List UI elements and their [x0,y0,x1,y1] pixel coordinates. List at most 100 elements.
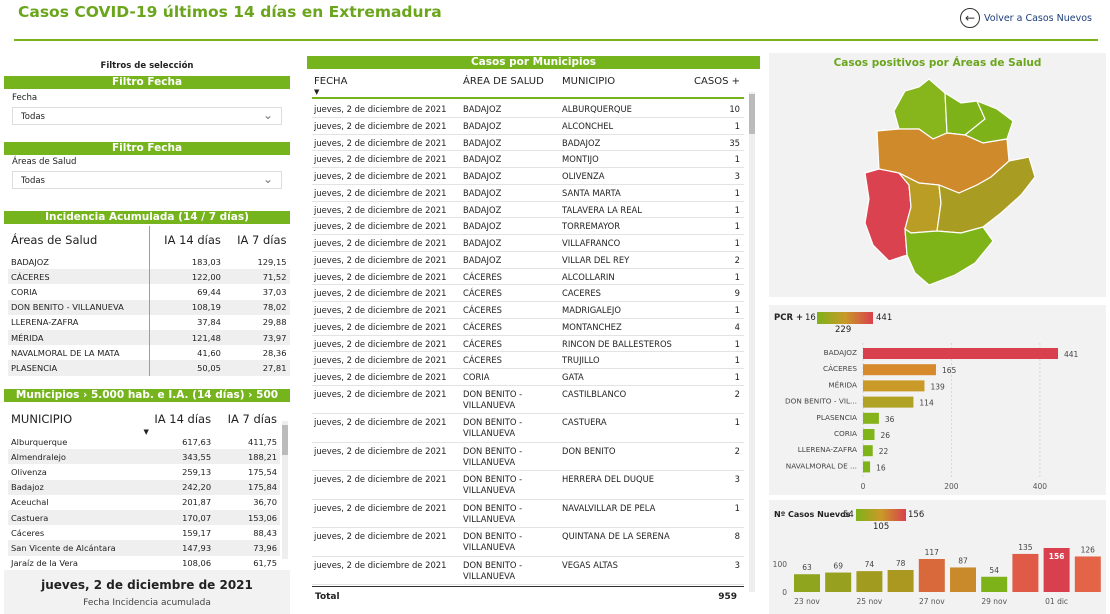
ia7-value: 71,52 [223,269,290,285]
table-row[interactable]: jueves, 2 de diciembre de 2021 CÁCERES MON… [312,319,744,336]
table-row[interactable]: Cáceres 159,17 88,43 [8,525,280,540]
table-row[interactable]: jueves, 2 de diciembre de 2021 BADAJOZ SAN… [312,185,744,202]
table-row[interactable]: PLASENCIA 50,05 27,81 [8,360,290,376]
table-row[interactable]: jueves, 2 de diciembre de 2021 DON BENITO… [312,500,744,529]
table-row[interactable]: jueves, 2 de diciembre de 2021 BADAJOZ ALB… [312,101,744,118]
casos-cell: 35 [729,137,740,148]
back-label[interactable]: Volver a Casos Nuevos [984,12,1092,24]
table-row[interactable]: MÉRIDA 121,48 73,97 [8,329,290,346]
total-label: Total [315,592,340,602]
nuevos-bar[interactable] [950,567,976,592]
area-cell: BADAJOZ [463,137,502,148]
col-header-casos[interactable]: CASOS + [694,76,740,87]
table-row[interactable]: jueves, 2 de diciembre de 2021 CÁCERES MAD… [312,302,744,319]
table-row[interactable]: jueves, 2 de diciembre de 2021 BADAJOZ ALC… [312,118,744,135]
table-row[interactable]: jueves, 2 de diciembre de 2021 BADAJOZ OLI… [312,168,744,185]
map-area-llerena-zafra[interactable] [904,226,994,286]
nuevos-bar[interactable] [825,572,852,592]
table-row[interactable]: jueves, 2 de diciembre de 2021 BADAJOZ VIL… [312,235,744,252]
table-row[interactable]: CORIA 69,44 37,03 [8,284,290,300]
table-row[interactable]: Aceuchal 201,87 36,70 [8,495,280,510]
municipio-cell: ALBURQUERQUE [562,104,632,114]
col-header-ia14[interactable]: IA 14 días ▼ [140,404,215,436]
pcr-bar[interactable] [863,445,873,457]
pcr-bar[interactable] [863,364,936,376]
scrollbar[interactable] [749,92,755,592]
scrollbar-thumb[interactable] [749,94,755,134]
ia14-value: 108,06 [182,558,212,569]
table-row[interactable]: jueves, 2 de diciembre de 2021 DON BENITO… [312,528,744,557]
col-header-ia7[interactable]: IA 7 días [227,412,277,426]
nuevos-bar[interactable] [794,574,820,592]
municipio-cell: TORREMAYOR [562,221,621,232]
ia7-value: 188,21 [214,449,280,465]
table-row[interactable]: NAVALMORAL DE LA MATA 41,60 28,36 [8,345,290,361]
table-row[interactable]: jueves, 2 de diciembre de 2021 BADAJOZ TAL… [312,202,744,219]
map-area-badajoz[interactable] [864,168,912,262]
table-row[interactable]: jueves, 2 de diciembre de 2021 CÁCERES RIN… [312,336,744,353]
nuevos-bar[interactable] [1043,548,1070,592]
table-row[interactable]: Castuera 170,07 153,06 [8,509,280,526]
pcr-legend-gradient [817,312,873,324]
table-row[interactable]: San Vicente de Alcántara 147,93 73,96 [8,540,280,556]
pcr-bar[interactable] [863,412,879,424]
fecha-cell: jueves, 2 de diciembre de 2021 [314,204,447,215]
table-row[interactable]: Badajoz 242,20 175,84 [8,479,280,495]
nuevos-bar[interactable] [887,570,914,592]
pcr-bar[interactable] [863,396,914,408]
col-header-ia14-label: IA 14 días [154,412,212,426]
nuevos-bar[interactable] [918,559,945,592]
table-row[interactable]: jueves, 2 de diciembre de 2021 CÁCERES CAC… [312,285,744,302]
pcr-bar[interactable] [863,429,875,440]
table-row[interactable]: jueves, 2 de diciembre de 2021 CÁCERES ALC… [312,269,744,286]
back-link[interactable]: ← Volver a Casos Nuevos [960,8,1092,28]
table-row[interactable]: Jaraíz de la Vera 108,06 61,75 [8,556,280,571]
municipio-cell: TRUJILLO [562,355,600,366]
table-row[interactable]: CÁCERES 122,00 71,52 [8,269,290,285]
table-row[interactable]: jueves, 2 de diciembre de 2021 BADAJOZ TOR… [312,218,744,235]
col-header-area[interactable]: ÁREA DE SALUD [463,76,544,87]
table-row[interactable]: jueves, 2 de diciembre de 2021 DON BENITO… [312,443,744,472]
table-row[interactable]: jueves, 2 de diciembre de 2021 BADAJOZ MON… [312,151,744,168]
ia14-value: 37,84 [197,317,221,328]
back-arrow-icon[interactable]: ← [960,8,980,28]
fecha-cell: jueves, 2 de diciembre de 2021 [314,321,447,332]
table-row[interactable]: jueves, 2 de diciembre de 2021 DON BENITO… [312,557,744,586]
table-row[interactable]: jueves, 2 de diciembre de 2021 BADAJOZ VIL… [312,252,744,269]
table-row[interactable]: jueves, 2 de diciembre de 2021 CORIA GATA 1 [312,369,744,386]
pcr-bar[interactable] [863,461,871,473]
sort-desc-icon[interactable]: ▼ [314,88,320,96]
table-row[interactable]: Almendralejo 343,55 188,21 [8,449,280,465]
areas-dropdown[interactable]: Todas ⌄ [12,171,282,189]
col-header-fecha[interactable]: FECHA [314,76,348,87]
pcr-bar[interactable] [863,380,925,392]
table-row[interactable]: jueves, 2 de diciembre de 2021 DON BENITO… [312,471,744,500]
col-header-ia14[interactable]: IA 14 días [164,233,221,247]
table-row[interactable]: jueves, 2 de diciembre de 2021 CÁCERES TRU… [312,352,744,369]
table-row[interactable]: Alburquerque 617,63 411,75 [8,434,280,449]
col-header-municipio[interactable]: MUNICIPIO [562,76,616,87]
table-row[interactable]: jueves, 2 de diciembre de 2021 DON BENITO… [312,386,744,415]
nuevos-bar[interactable] [1012,553,1039,592]
area-name: LLERENA-ZAFRA [8,314,150,330]
ia14-value: 108,19 [149,299,224,315]
table-row[interactable]: jueves, 2 de diciembre de 2021 BADAJOZ BAD… [312,135,744,152]
col-header-areas[interactable]: Áreas de Salud [8,226,150,254]
ia7-value: 27,81 [223,360,290,376]
table-row[interactable]: BADAJOZ 183,03 129,15 [8,254,290,270]
nuevos-bar[interactable] [856,571,883,592]
nuevos-bar[interactable] [1074,556,1101,592]
scrollbar-thumb[interactable] [282,425,288,455]
scrollbar[interactable] [282,421,288,559]
col-header-ia7[interactable]: IA 7 días [237,233,287,247]
ia7-value: 73,96 [214,540,280,556]
nuevos-bar[interactable] [981,576,1008,592]
table-row[interactable]: jueves, 2 de diciembre de 2021 DON BENITO… [312,414,744,443]
pcr-bar[interactable] [863,348,1059,359]
table-row[interactable]: DON BENITO - VILLANUEVA 108,19 78,02 [8,299,290,315]
sort-desc-icon[interactable]: ▼ [143,428,149,436]
col-header-municipio[interactable]: MUNICIPIO [11,412,73,426]
table-row[interactable]: Olivenza 259,13 175,54 [8,464,280,479]
fecha-dropdown[interactable]: Todas ⌄ [12,107,282,125]
table-row[interactable]: LLERENA-ZAFRA 37,84 29,88 [8,314,290,330]
